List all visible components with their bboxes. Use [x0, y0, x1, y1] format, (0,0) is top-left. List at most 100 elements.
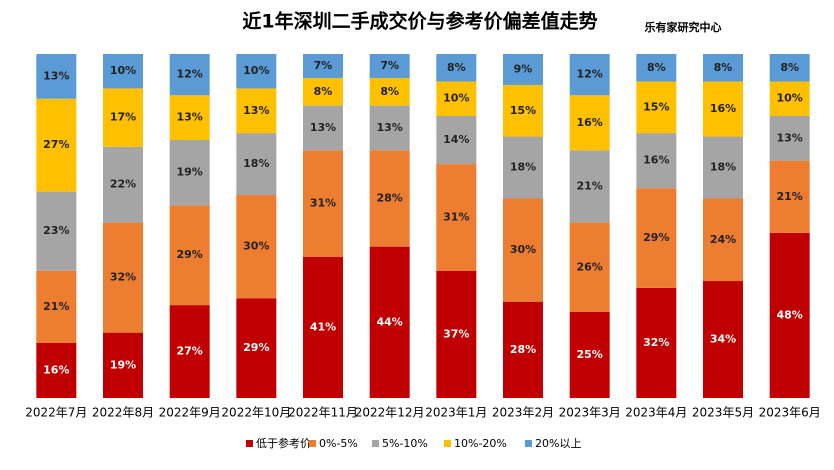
bar-segment — [169, 305, 210, 398]
value-label: 21% — [43, 300, 69, 313]
bar-segment — [369, 78, 410, 106]
bar-segment — [569, 222, 610, 312]
value-label: 29% — [176, 248, 202, 261]
value-label: 8% — [647, 61, 666, 74]
bar-segment — [703, 281, 743, 398]
x-tick-label: 2022年12月 — [355, 406, 425, 420]
bar-segment — [36, 98, 77, 192]
value-label: 15% — [643, 100, 669, 113]
value-label: 8% — [714, 61, 733, 74]
value-label: 27% — [43, 138, 69, 151]
value-label: 19% — [110, 358, 136, 371]
value-label: 28% — [376, 191, 402, 204]
bar-segment — [503, 198, 543, 302]
bar-segment — [303, 78, 343, 106]
bar-segment — [369, 105, 410, 151]
value-label: 34% — [710, 333, 736, 346]
bar-segment — [169, 205, 210, 306]
value-label: 30% — [510, 243, 536, 256]
value-label: 22% — [110, 178, 136, 191]
bar-segment — [36, 54, 77, 99]
value-label: 21% — [776, 190, 802, 203]
bar-segment — [703, 54, 743, 82]
value-label: 18% — [710, 161, 736, 174]
legend-swatch — [444, 440, 451, 447]
value-label: 19% — [176, 166, 202, 179]
value-label: 41% — [310, 320, 336, 333]
value-label: 12% — [576, 68, 602, 81]
bar-segment — [169, 140, 210, 206]
value-label: 29% — [643, 231, 669, 244]
value-label: 32% — [643, 336, 669, 349]
bar-segment — [169, 54, 210, 96]
value-label: 17% — [110, 111, 136, 124]
value-label: 16% — [43, 363, 69, 376]
bar-segment — [103, 146, 143, 223]
x-tick-label: 2022年7月 — [25, 406, 87, 420]
bar-segment — [769, 54, 810, 82]
value-label: 9% — [514, 62, 533, 75]
value-label: 18% — [243, 157, 269, 170]
bar-segment — [103, 54, 143, 89]
x-tick-label: 2023年5月 — [692, 406, 754, 420]
x-tick-label: 2022年9月 — [159, 406, 221, 420]
value-label: 31% — [310, 197, 336, 210]
bar-segment — [36, 270, 77, 343]
bar-segment — [36, 191, 77, 271]
value-label: 15% — [510, 104, 536, 117]
bar-segment — [436, 81, 477, 116]
bar-segment — [636, 287, 677, 398]
chart-title: 近1年深圳二手成交价与参考价偏差值走势 — [242, 10, 597, 33]
value-label: 25% — [576, 348, 602, 361]
value-label: 13% — [43, 69, 69, 82]
value-label: 27% — [176, 345, 202, 358]
bar-segment — [303, 150, 343, 257]
value-label: 12% — [176, 68, 202, 81]
x-tick-label: 2022年8月 — [92, 406, 154, 420]
value-label: 29% — [243, 341, 269, 354]
value-label: 10% — [243, 64, 269, 77]
bar-segment — [769, 81, 810, 116]
bar-segment — [236, 195, 277, 299]
value-label: 13% — [176, 111, 202, 124]
bar-segment — [503, 136, 543, 199]
bar-segment — [569, 95, 610, 151]
bar-segment — [169, 95, 210, 140]
bar-segment — [369, 246, 410, 398]
x-tick-label: 2023年4月 — [625, 406, 687, 420]
value-label: 16% — [710, 102, 736, 115]
value-label: 10% — [776, 92, 802, 105]
legend-label: 低于参考价 — [256, 436, 311, 450]
bar-segment — [503, 84, 543, 137]
legend-swatch — [525, 440, 532, 447]
bar-segment — [303, 54, 343, 79]
value-label: 18% — [510, 161, 536, 174]
value-label: 30% — [243, 240, 269, 253]
bar-segment — [303, 256, 343, 398]
value-label: 13% — [376, 121, 402, 134]
bar-segment — [103, 88, 143, 147]
chart-subtitle: 乐有家研究中心 — [645, 20, 722, 34]
value-label: 31% — [443, 210, 469, 223]
bar-segment — [636, 188, 677, 288]
bar-segment — [103, 332, 143, 398]
bar-segment — [636, 133, 677, 189]
bar-segment — [636, 54, 677, 82]
value-label: 23% — [43, 224, 69, 237]
legend-swatch — [309, 440, 316, 447]
bar-segment — [436, 115, 477, 165]
bar-segment — [436, 270, 477, 398]
bar-segment — [436, 164, 477, 271]
bar-segment — [236, 298, 277, 398]
value-label: 44% — [376, 315, 402, 328]
value-label: 8% — [780, 61, 799, 74]
bar-segment — [769, 160, 810, 233]
value-label: 13% — [310, 121, 336, 134]
bar-segment — [569, 54, 610, 96]
bar-segment — [303, 105, 343, 151]
legend-label: 0%-5% — [319, 437, 358, 450]
value-label: 8% — [380, 85, 399, 98]
value-label: 8% — [447, 61, 466, 74]
bar-segment — [236, 54, 277, 89]
bar-segment — [703, 136, 743, 199]
